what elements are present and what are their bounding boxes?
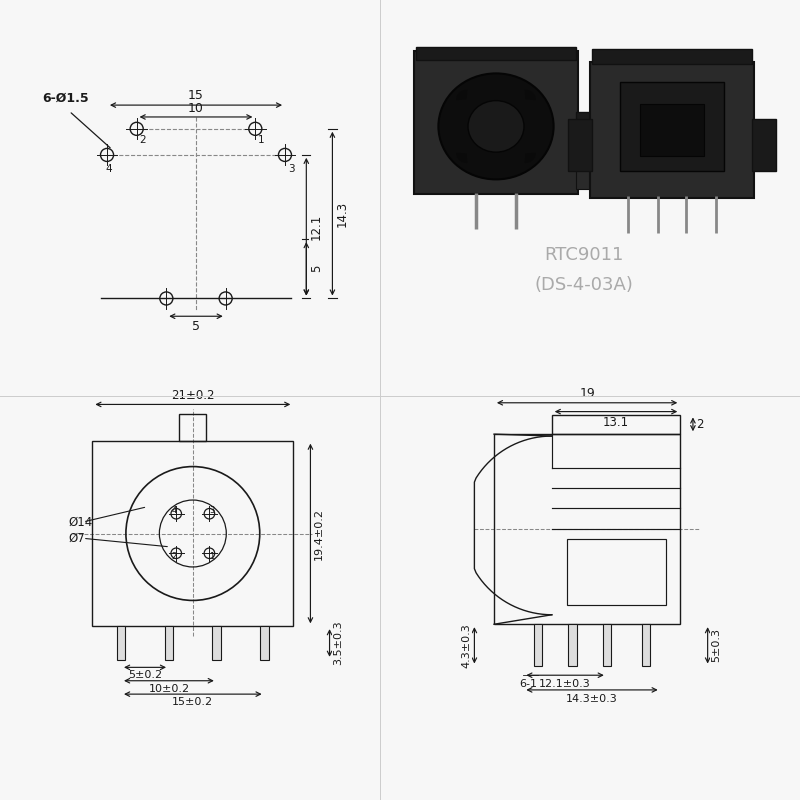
Text: 10±0.2: 10±0.2 <box>148 684 190 694</box>
Bar <box>752 119 776 170</box>
Bar <box>213 626 221 660</box>
Text: 5: 5 <box>310 265 323 273</box>
Wedge shape <box>456 90 467 100</box>
Text: (DS-4-03A): (DS-4-03A) <box>534 276 634 294</box>
Text: 21±0.2: 21±0.2 <box>171 389 214 402</box>
Bar <box>576 112 600 156</box>
Text: 15: 15 <box>188 89 204 102</box>
Text: 4: 4 <box>106 165 113 174</box>
Text: 4: 4 <box>171 506 177 515</box>
Text: 13.1: 13.1 <box>603 417 629 430</box>
Text: 15±0.2: 15±0.2 <box>172 697 214 707</box>
Bar <box>93 441 294 626</box>
Bar <box>620 82 724 170</box>
Text: Ø14: Ø14 <box>69 515 93 529</box>
Bar <box>494 434 680 624</box>
Bar <box>640 104 704 156</box>
Bar <box>165 626 174 660</box>
Text: 5: 5 <box>192 320 200 333</box>
Text: 4.3±0.3: 4.3±0.3 <box>461 623 471 668</box>
FancyBboxPatch shape <box>414 51 578 194</box>
Text: 1: 1 <box>210 552 214 561</box>
Bar <box>117 626 126 660</box>
Text: 6-1: 6-1 <box>519 679 538 689</box>
Bar <box>602 624 611 666</box>
Text: 5±0.3: 5±0.3 <box>711 628 721 662</box>
Text: RTC9011: RTC9011 <box>544 246 624 264</box>
Bar <box>534 624 542 666</box>
Bar <box>566 538 666 606</box>
Text: 2: 2 <box>171 552 177 561</box>
Text: 10: 10 <box>188 102 204 114</box>
Text: 5±0.2: 5±0.2 <box>128 670 162 680</box>
Text: Ø7: Ø7 <box>69 532 86 545</box>
Circle shape <box>438 74 554 179</box>
Text: 3: 3 <box>209 506 214 515</box>
Bar <box>576 167 590 189</box>
Text: 12.1±0.3: 12.1±0.3 <box>539 679 591 689</box>
Bar <box>179 414 206 441</box>
Text: 3.5±0.3: 3.5±0.3 <box>333 621 343 666</box>
Bar <box>552 414 680 434</box>
Text: 12.1: 12.1 <box>310 214 323 240</box>
Bar <box>568 119 592 170</box>
FancyBboxPatch shape <box>590 62 754 198</box>
Bar <box>260 626 269 660</box>
Text: 1: 1 <box>258 135 265 146</box>
Bar <box>568 624 577 666</box>
Bar <box>416 47 576 60</box>
Wedge shape <box>525 153 536 163</box>
Text: 2: 2 <box>140 135 146 146</box>
Wedge shape <box>525 90 536 100</box>
Circle shape <box>468 101 524 152</box>
Text: 19.4±0.2: 19.4±0.2 <box>314 507 324 559</box>
Text: 3: 3 <box>288 165 294 174</box>
Text: 6-Ø1.5: 6-Ø1.5 <box>42 92 89 105</box>
Text: 14.3±0.3: 14.3±0.3 <box>566 694 618 704</box>
Wedge shape <box>456 153 467 163</box>
Bar <box>592 49 752 64</box>
Text: 19: 19 <box>579 387 595 400</box>
Text: 2: 2 <box>696 418 704 431</box>
Bar <box>642 624 650 666</box>
Text: 14.3: 14.3 <box>336 201 349 226</box>
